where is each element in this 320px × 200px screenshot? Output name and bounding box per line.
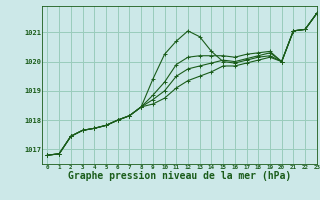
- X-axis label: Graphe pression niveau de la mer (hPa): Graphe pression niveau de la mer (hPa): [68, 171, 291, 181]
